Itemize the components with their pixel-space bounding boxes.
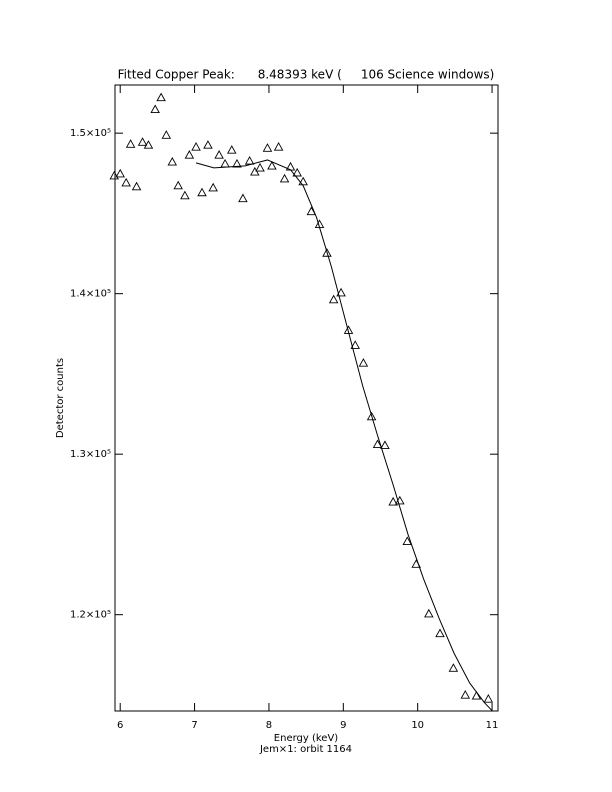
data-point [109, 170, 120, 180]
data-point [184, 150, 195, 159]
data-point [328, 294, 339, 304]
data-point [143, 140, 154, 149]
data-point [402, 536, 413, 545]
data-point [366, 411, 377, 421]
data-point [137, 137, 148, 146]
x-tick-label: 9 [340, 720, 346, 731]
y-tick-label: 1.2×10⁵ [70, 610, 111, 621]
subtitle: Jem×1: orbit 1164 [259, 744, 352, 755]
plot-frame [114, 84, 499, 712]
data-point [322, 248, 332, 257]
data-point [448, 663, 459, 672]
data-point [208, 182, 218, 192]
data-point [372, 439, 383, 449]
data-point [262, 143, 273, 152]
data-point [424, 608, 434, 618]
data-point [380, 440, 390, 450]
fit-line [195, 159, 493, 712]
data-point [388, 496, 398, 506]
data-point [131, 181, 142, 191]
data-point [220, 158, 230, 168]
data-point [150, 104, 160, 114]
data-point [255, 162, 265, 172]
data-point [336, 287, 346, 297]
data-point [121, 177, 131, 187]
x-tick-label: 7 [191, 720, 197, 731]
data-point [203, 140, 213, 149]
chart-title: Fitted Copper Peak: 8.48393 keV ( 106 Sc… [118, 68, 495, 82]
data-point [471, 690, 482, 700]
data-point [292, 167, 302, 177]
data-point [244, 155, 255, 165]
data-point [358, 358, 369, 367]
data-point [167, 156, 178, 166]
data-point [156, 92, 166, 102]
data-point [273, 142, 284, 151]
data-point [115, 168, 125, 178]
data-point [125, 139, 136, 148]
x-tick-label: 8 [266, 720, 272, 731]
x-axis-label: Energy (keV) [274, 733, 339, 744]
data-point [460, 690, 471, 699]
y-axis-label: Detector counts [55, 358, 66, 438]
data-point [298, 176, 308, 186]
x-tick-label: 10 [411, 720, 424, 731]
data-point [226, 145, 237, 154]
y-tick-label: 1.3×10⁵ [70, 449, 111, 460]
data-point [483, 694, 494, 703]
y-tick-label: 1.5×10⁵ [70, 128, 111, 139]
data-point [191, 142, 201, 151]
data-point [350, 340, 360, 349]
data-point [267, 160, 277, 170]
x-tick-label: 11 [486, 720, 499, 731]
data-point [180, 190, 190, 200]
data-point [161, 130, 172, 139]
data-point [197, 187, 207, 197]
data-point [279, 173, 290, 183]
data-point [232, 158, 242, 168]
x-tick-label: 6 [117, 720, 123, 731]
data-point [435, 628, 445, 638]
data-point [173, 180, 183, 190]
data-point [214, 150, 224, 159]
data-point [238, 193, 248, 203]
y-tick-label: 1.4×10⁵ [70, 289, 111, 300]
